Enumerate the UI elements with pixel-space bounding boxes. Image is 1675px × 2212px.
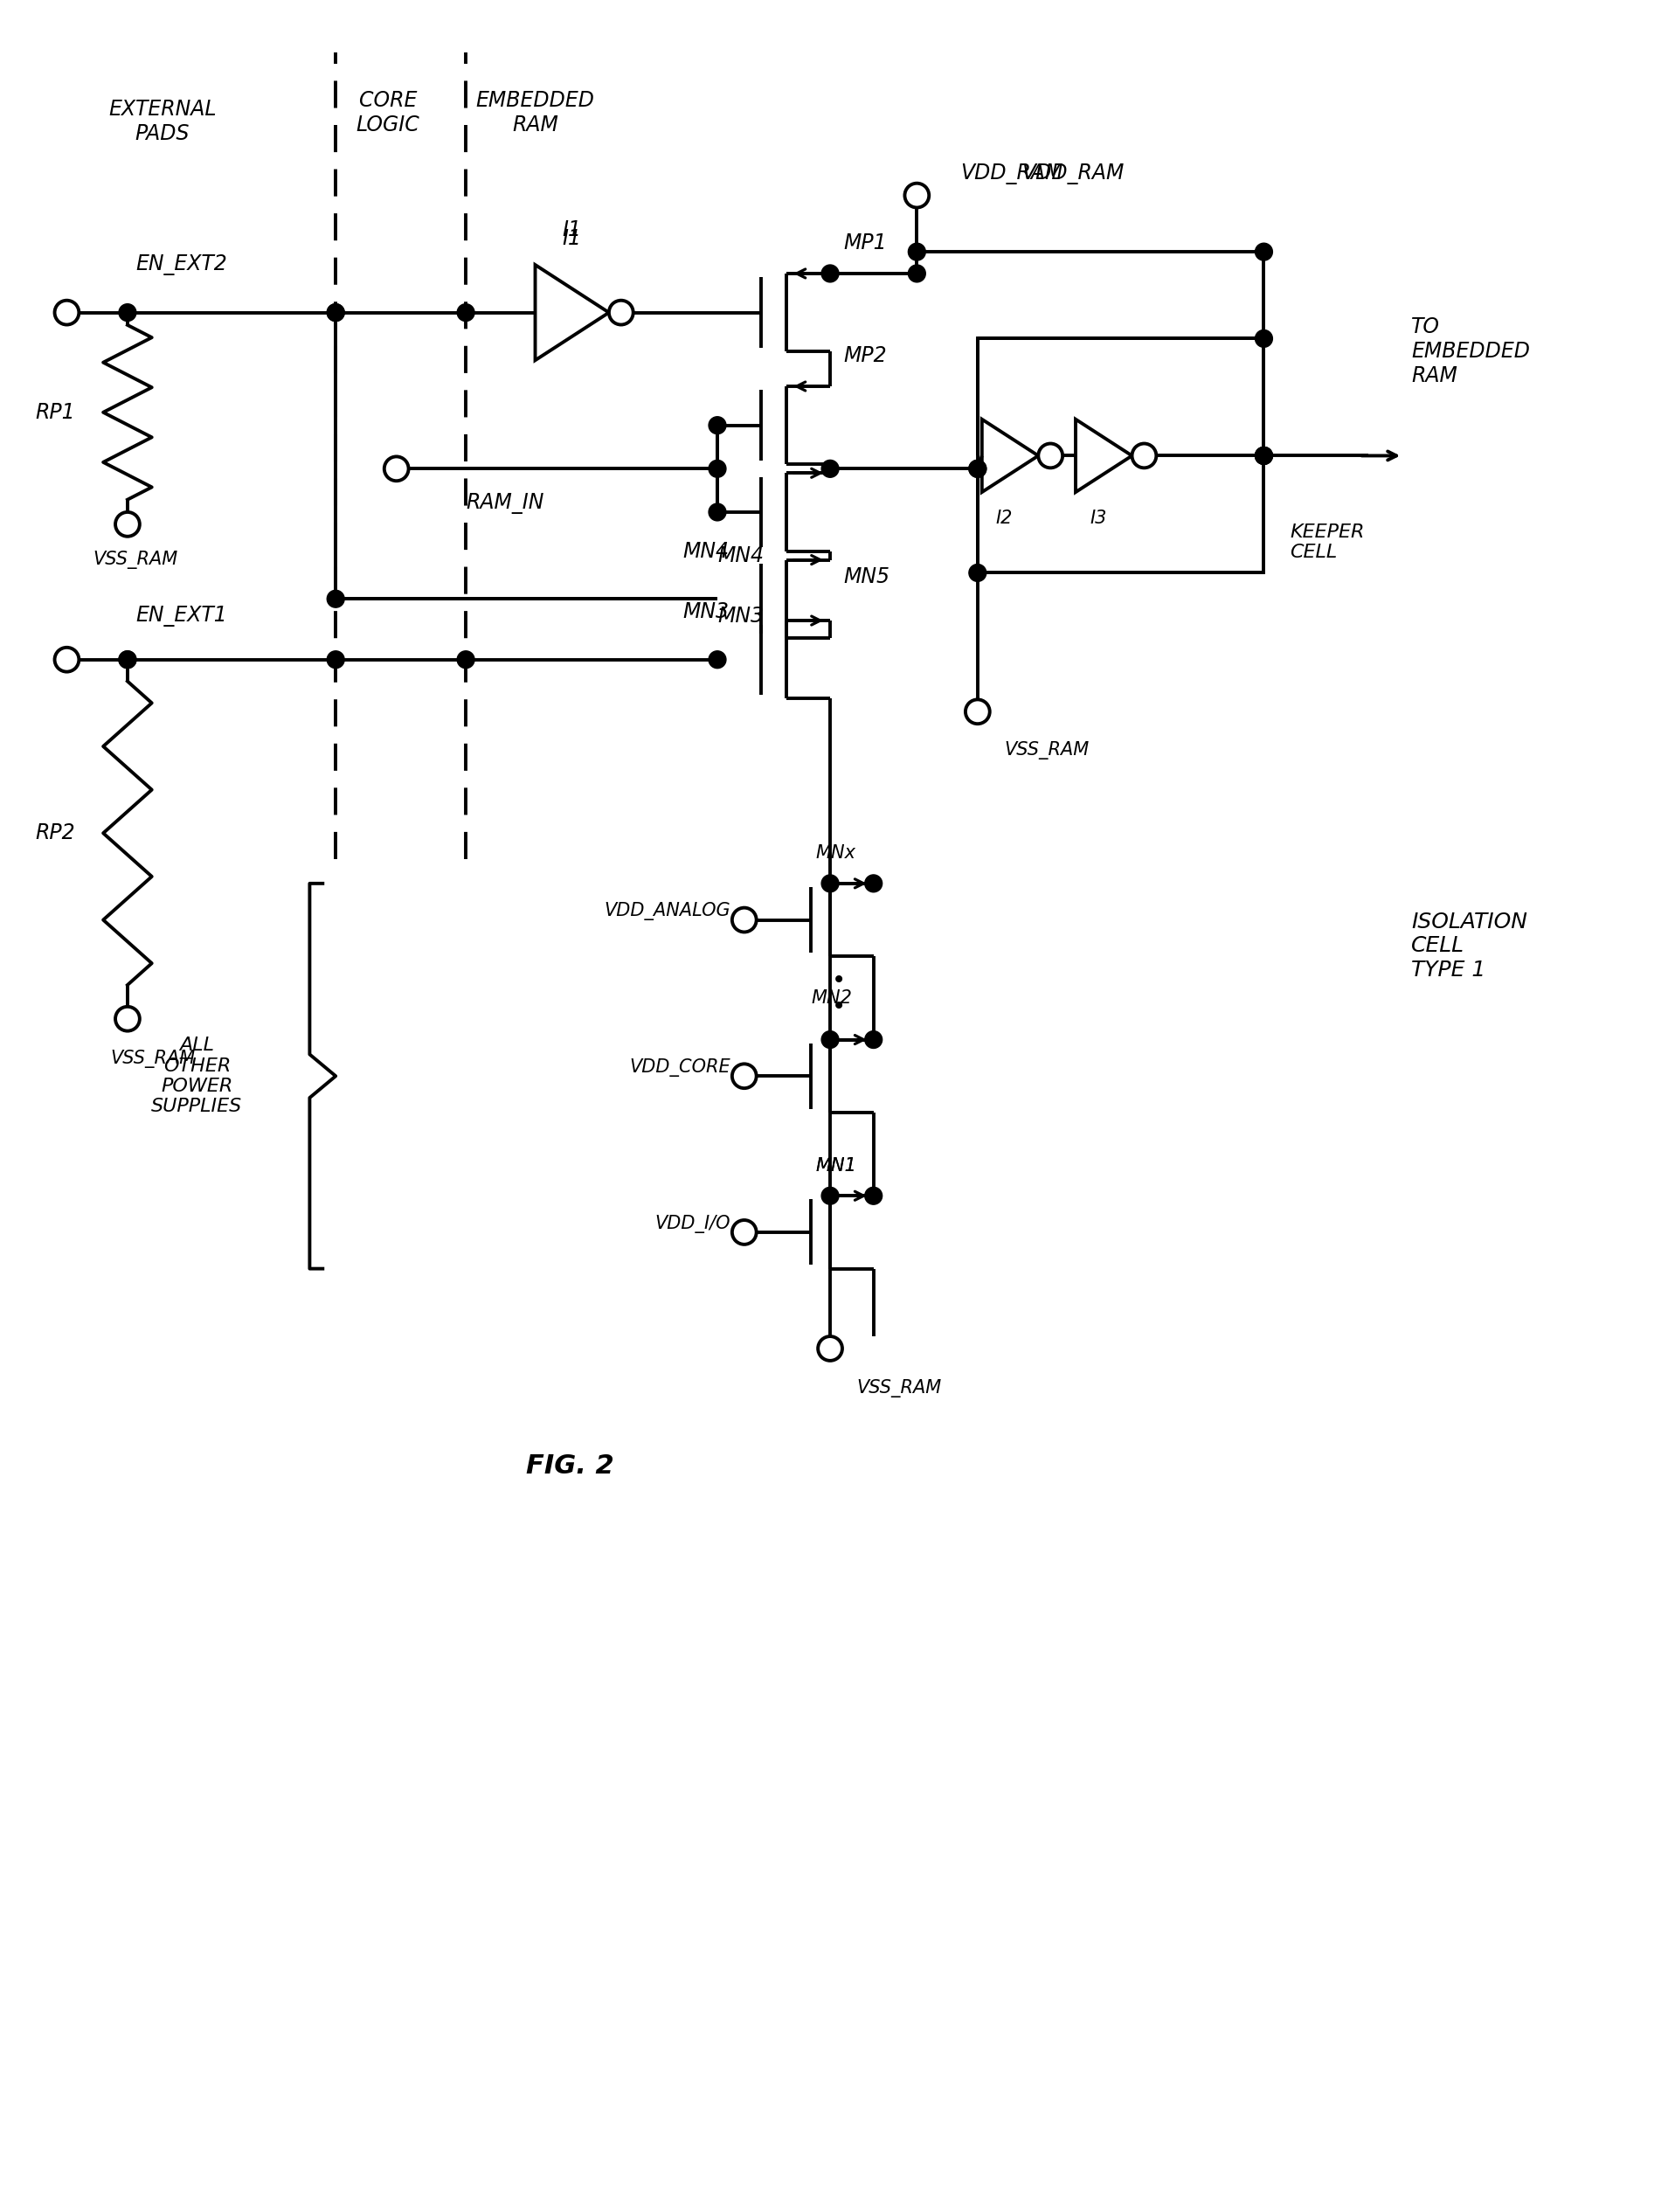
- Text: FIG. 2: FIG. 2: [526, 1453, 615, 1480]
- Text: TO
EMBEDDED
RAM: TO EMBEDDED RAM: [1412, 316, 1531, 387]
- Circle shape: [1255, 330, 1273, 347]
- Circle shape: [864, 874, 883, 891]
- Circle shape: [55, 648, 79, 672]
- Text: MN2: MN2: [811, 989, 853, 1006]
- Circle shape: [1038, 445, 1062, 469]
- Text: RP1: RP1: [35, 403, 75, 422]
- Text: VDD_RAM: VDD_RAM: [1022, 164, 1124, 184]
- Text: MNx: MNx: [816, 845, 856, 863]
- Circle shape: [821, 1031, 839, 1048]
- Circle shape: [327, 650, 345, 668]
- Bar: [978, 338, 1265, 573]
- Circle shape: [457, 303, 474, 321]
- Circle shape: [119, 650, 136, 668]
- Circle shape: [968, 460, 987, 478]
- Circle shape: [384, 456, 409, 480]
- Circle shape: [119, 650, 136, 668]
- Circle shape: [709, 650, 725, 668]
- Circle shape: [864, 1188, 883, 1206]
- Circle shape: [904, 184, 930, 208]
- Text: EN_EXT1: EN_EXT1: [136, 606, 228, 626]
- Text: VDD_RAM: VDD_RAM: [960, 164, 1064, 184]
- Text: MN3: MN3: [683, 602, 729, 622]
- Circle shape: [55, 301, 79, 325]
- Circle shape: [1132, 445, 1156, 469]
- Text: RP2: RP2: [35, 823, 75, 843]
- Circle shape: [116, 1006, 139, 1031]
- Circle shape: [709, 416, 725, 434]
- Circle shape: [1255, 447, 1273, 465]
- Circle shape: [1255, 243, 1273, 261]
- Text: EXTERNAL
PADS: EXTERNAL PADS: [109, 100, 216, 144]
- Text: •: •: [832, 969, 846, 993]
- Circle shape: [821, 265, 839, 283]
- Circle shape: [1255, 447, 1273, 465]
- Text: I1: I1: [563, 219, 581, 241]
- Circle shape: [965, 699, 990, 723]
- Text: MN4: MN4: [683, 540, 729, 562]
- Circle shape: [457, 650, 474, 668]
- Text: ISOLATION
CELL
TYPE 1: ISOLATION CELL TYPE 1: [1412, 911, 1528, 980]
- Circle shape: [732, 1221, 757, 1245]
- Text: ALL
OTHER
POWER
SUPPLIES: ALL OTHER POWER SUPPLIES: [151, 1037, 243, 1115]
- Circle shape: [821, 460, 839, 478]
- Circle shape: [908, 243, 926, 261]
- Text: VDD_CORE: VDD_CORE: [630, 1057, 730, 1077]
- Circle shape: [327, 591, 345, 608]
- Circle shape: [821, 874, 839, 891]
- Text: VSS_RAM: VSS_RAM: [1005, 741, 1089, 761]
- Text: MN3: MN3: [717, 606, 764, 626]
- Circle shape: [864, 1031, 883, 1048]
- Circle shape: [1255, 447, 1273, 465]
- Text: MN1: MN1: [816, 1157, 856, 1175]
- Circle shape: [119, 303, 136, 321]
- Text: MP2: MP2: [843, 345, 886, 367]
- Text: RAM_IN: RAM_IN: [466, 493, 544, 513]
- Text: VDD_ANALOG: VDD_ANALOG: [605, 902, 730, 920]
- Circle shape: [709, 504, 725, 520]
- Text: VSS_RAM: VSS_RAM: [858, 1380, 941, 1398]
- Text: MP1: MP1: [843, 232, 886, 254]
- Text: CORE
LOGIC: CORE LOGIC: [357, 91, 419, 135]
- Circle shape: [817, 1336, 843, 1360]
- Text: I2: I2: [997, 509, 1013, 526]
- Text: MN5: MN5: [843, 566, 889, 588]
- Text: MN4: MN4: [717, 544, 764, 566]
- Text: MN1: MN1: [816, 1157, 856, 1175]
- Circle shape: [821, 1188, 839, 1206]
- Text: I3: I3: [1090, 509, 1107, 526]
- Text: EN_EXT2: EN_EXT2: [136, 254, 228, 274]
- Circle shape: [327, 303, 345, 321]
- Circle shape: [116, 513, 139, 535]
- Text: I1: I1: [563, 228, 581, 250]
- Circle shape: [908, 265, 926, 283]
- Circle shape: [610, 301, 633, 325]
- Circle shape: [968, 460, 987, 478]
- Circle shape: [709, 460, 725, 478]
- Circle shape: [732, 907, 757, 931]
- Circle shape: [327, 303, 345, 321]
- Text: •: •: [832, 995, 846, 1020]
- Text: KEEPER
CELL: KEEPER CELL: [1290, 524, 1365, 562]
- Circle shape: [968, 564, 987, 582]
- Circle shape: [732, 1064, 757, 1088]
- Text: VDD_I/O: VDD_I/O: [655, 1214, 730, 1232]
- Text: VSS_RAM: VSS_RAM: [111, 1048, 194, 1068]
- Text: EMBEDDED
RAM: EMBEDDED RAM: [476, 91, 595, 135]
- Text: VSS_RAM: VSS_RAM: [92, 551, 178, 568]
